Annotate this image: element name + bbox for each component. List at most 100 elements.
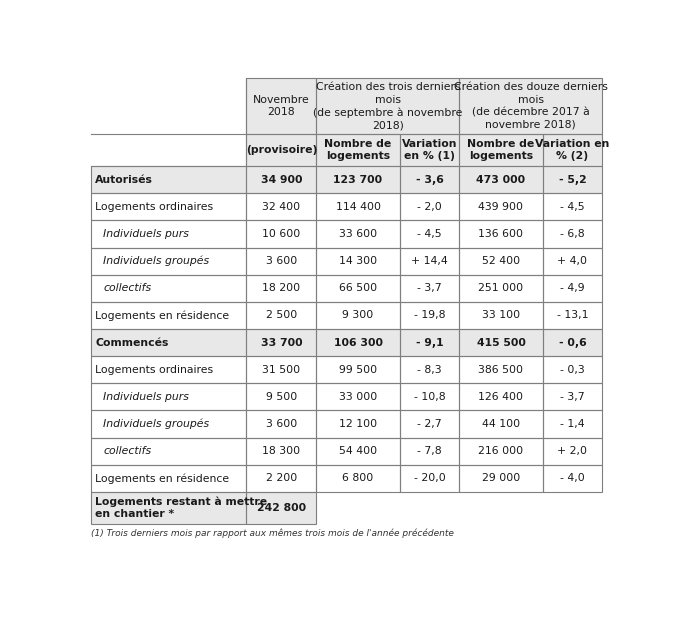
Bar (400, 410, 459, 438)
Text: - 4,9: - 4,9 (560, 283, 585, 293)
Text: 54 400: 54 400 (339, 446, 377, 456)
Bar (91, 193, 246, 220)
Bar (316, 248, 400, 274)
Text: Nombre de
logements: Nombre de logements (324, 138, 391, 161)
Bar (400, 220, 459, 248)
Bar (246, 383, 316, 410)
Bar (543, 166, 602, 193)
Text: 415 500: 415 500 (477, 338, 525, 348)
Bar (246, 465, 316, 492)
Text: Commencés: Commencés (95, 338, 169, 348)
Bar (543, 438, 602, 465)
Bar (91, 410, 246, 438)
Bar (543, 383, 602, 410)
Bar (316, 274, 400, 302)
Bar (246, 410, 316, 438)
Bar (400, 166, 459, 193)
Text: 31 500: 31 500 (262, 365, 300, 374)
Text: 106 300: 106 300 (333, 338, 383, 348)
Text: 33 700: 33 700 (260, 338, 302, 348)
Text: - 2,0: - 2,0 (417, 202, 442, 212)
Bar (400, 356, 459, 383)
Bar (459, 274, 543, 302)
Text: Variation en
% (2): Variation en % (2) (535, 138, 610, 161)
Bar (316, 302, 400, 329)
Bar (543, 193, 602, 220)
Bar (459, 383, 543, 410)
Bar (543, 220, 602, 248)
Bar (246, 78, 316, 134)
Text: 9 300: 9 300 (343, 310, 374, 320)
Bar (543, 356, 602, 383)
Text: Individuels purs: Individuels purs (103, 392, 189, 402)
Bar (91, 78, 246, 134)
Text: - 0,6: - 0,6 (558, 338, 586, 348)
Text: - 9,1: - 9,1 (416, 338, 443, 348)
Bar (543, 166, 602, 193)
Bar (316, 134, 400, 166)
Text: Individuels purs: Individuels purs (103, 229, 189, 239)
Bar (246, 356, 316, 383)
Bar (316, 383, 400, 410)
Bar (459, 438, 543, 465)
Bar (316, 410, 400, 438)
Bar (246, 492, 316, 524)
Text: 18 300: 18 300 (262, 446, 300, 456)
Bar (459, 78, 602, 134)
Text: 123 700: 123 700 (333, 175, 383, 184)
Bar (400, 220, 459, 248)
Text: collectifs: collectifs (103, 446, 151, 456)
Text: - 4,5: - 4,5 (417, 229, 442, 239)
Bar (316, 78, 459, 134)
Bar (91, 274, 246, 302)
Bar (246, 274, 316, 302)
Text: Création des douze derniers
mois
(de décembre 2017 à
novembre 2018): Création des douze derniers mois (de déc… (454, 83, 608, 130)
Text: 251 000: 251 000 (479, 283, 523, 293)
Text: 9 500: 9 500 (266, 392, 297, 402)
Bar (459, 302, 543, 329)
Bar (459, 465, 543, 492)
Bar (459, 492, 543, 524)
Bar (400, 356, 459, 383)
Text: + 14,4: + 14,4 (411, 256, 448, 266)
Bar (246, 329, 316, 356)
Bar (459, 274, 543, 302)
Text: 2 200: 2 200 (266, 473, 297, 483)
Bar (459, 410, 543, 438)
Bar (246, 166, 316, 193)
Text: 34 900: 34 900 (260, 175, 302, 184)
Bar (459, 438, 543, 465)
Bar (543, 410, 602, 438)
Text: Logements restant à mettre
en chantier *: Logements restant à mettre en chantier * (95, 497, 268, 520)
Bar (316, 134, 400, 166)
Text: collectifs: collectifs (103, 283, 151, 293)
Bar (246, 383, 316, 410)
Text: 439 900: 439 900 (479, 202, 523, 212)
Bar (316, 465, 400, 492)
Text: 136 600: 136 600 (479, 229, 523, 239)
Bar (91, 492, 246, 524)
Bar (400, 248, 459, 274)
Bar (316, 329, 400, 356)
Bar (91, 274, 246, 302)
Bar (400, 274, 459, 302)
Bar (316, 465, 400, 492)
Bar (316, 356, 400, 383)
Bar (543, 492, 602, 524)
Bar (316, 248, 400, 274)
Bar (459, 220, 543, 248)
Text: (1) Trois derniers mois par rapport aux mêmes trois mois de l'année précédente: (1) Trois derniers mois par rapport aux … (91, 528, 454, 538)
Bar (459, 465, 543, 492)
Bar (459, 193, 543, 220)
Bar (400, 134, 459, 166)
Bar (246, 78, 316, 134)
Text: Individuels groupés: Individuels groupés (103, 256, 210, 266)
Bar (246, 438, 316, 465)
Bar (316, 492, 400, 524)
Bar (400, 410, 459, 438)
Bar (543, 302, 602, 329)
Bar (459, 78, 602, 134)
Bar (246, 329, 316, 356)
Bar (246, 220, 316, 248)
Text: 242 800: 242 800 (257, 503, 306, 513)
